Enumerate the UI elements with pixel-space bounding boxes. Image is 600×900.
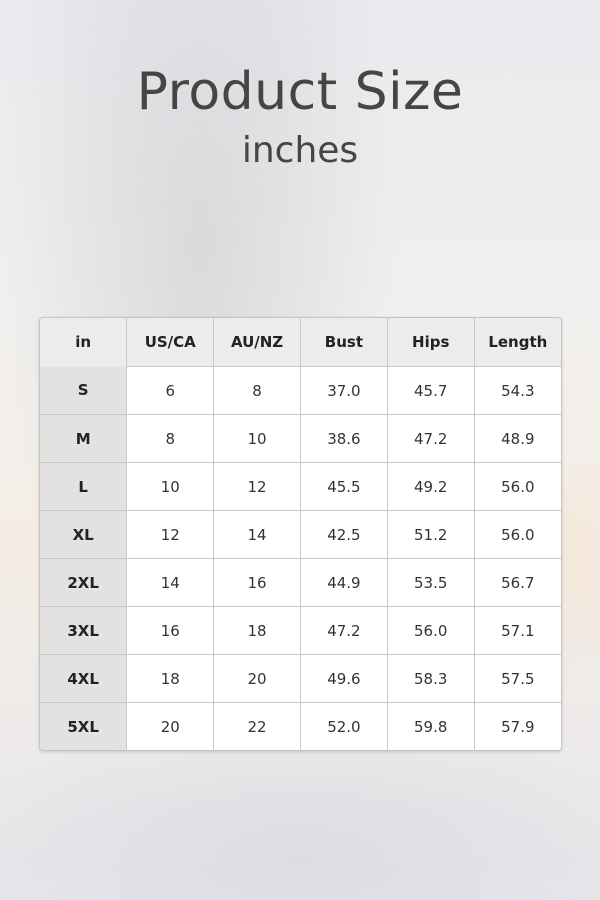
column-header: AU/NZ [213, 318, 301, 367]
column-header: in [40, 318, 128, 367]
size-label: 3XL [40, 606, 128, 655]
table-cell: 14 [126, 558, 215, 607]
table-cell: 49.6 [299, 654, 388, 703]
table-cell: 22 [213, 702, 301, 750]
size-label: L [40, 462, 128, 511]
table-row: 5XL 20 22 52.0 59.8 57.9 [40, 702, 561, 750]
table-cell: 58.3 [386, 654, 475, 703]
column-header: Length [473, 318, 561, 367]
table-cell: 45.7 [386, 366, 475, 415]
table-row: 3XL 16 18 47.2 56.0 57.1 [40, 606, 561, 655]
table-row: L 10 12 45.5 49.2 56.0 [40, 462, 561, 511]
table-cell: 37.0 [299, 366, 388, 415]
table-cell: 51.2 [386, 510, 475, 559]
table-cell: 48.9 [473, 414, 561, 463]
size-label: 4XL [40, 654, 128, 703]
table-header-row: in US/CA AU/NZ Bust Hips Length [40, 318, 561, 367]
table-cell: 57.5 [473, 654, 561, 703]
table-cell: 8 [213, 366, 301, 415]
table-row: 4XL 18 20 49.6 58.3 57.5 [40, 654, 561, 703]
table-row: 2XL 14 16 44.9 53.5 56.7 [40, 558, 561, 607]
table-cell: 56.7 [473, 558, 561, 607]
table-cell: 53.5 [386, 558, 475, 607]
size-label: 5XL [40, 702, 128, 750]
size-label: S [40, 366, 128, 415]
table-cell: 47.2 [386, 414, 475, 463]
table-cell: 10 [213, 414, 301, 463]
table-cell: 52.0 [299, 702, 388, 750]
table-row: XL 12 14 42.5 51.2 56.0 [40, 510, 561, 559]
table-cell: 14 [213, 510, 301, 559]
size-chart-table: in US/CA AU/NZ Bust Hips Length S 6 8 37.0 45.7 54… [39, 317, 562, 751]
table-cell: 10 [126, 462, 215, 511]
table-cell: 56.0 [473, 510, 561, 559]
table-cell: 8 [126, 414, 215, 463]
column-header: US/CA [126, 318, 215, 367]
column-header: Hips [386, 318, 475, 367]
table-cell: 18 [213, 606, 301, 655]
table-cell: 59.8 [386, 702, 475, 750]
size-label: M [40, 414, 128, 463]
unit-subtitle: inches [241, 130, 359, 171]
column-header: Bust [299, 318, 388, 367]
table-cell: 49.2 [386, 462, 475, 511]
table-cell: 16 [126, 606, 215, 655]
size-label: XL [40, 510, 128, 559]
size-label: 2XL [40, 558, 128, 607]
table-cell: 57.9 [473, 702, 561, 750]
table-cell: 6 [126, 366, 215, 415]
table-cell: 18 [126, 654, 215, 703]
table-cell: 54.3 [473, 366, 561, 415]
table-cell: 42.5 [299, 510, 388, 559]
page-title: Product Size [136, 62, 464, 122]
table-cell: 12 [213, 462, 301, 511]
table-cell: 47.2 [299, 606, 388, 655]
table-cell: 16 [213, 558, 301, 607]
table-cell: 57.1 [473, 606, 561, 655]
table-cell: 45.5 [299, 462, 388, 511]
table-row: S 6 8 37.0 45.7 54.3 [40, 366, 561, 415]
table-cell: 20 [126, 702, 215, 750]
table-cell: 56.0 [473, 462, 561, 511]
table-cell: 56.0 [386, 606, 475, 655]
table-cell: 44.9 [299, 558, 388, 607]
table-cell: 20 [213, 654, 301, 703]
table-row: M 8 10 38.6 47.2 48.9 [40, 414, 561, 463]
table-cell: 12 [126, 510, 215, 559]
table-cell: 38.6 [299, 414, 388, 463]
